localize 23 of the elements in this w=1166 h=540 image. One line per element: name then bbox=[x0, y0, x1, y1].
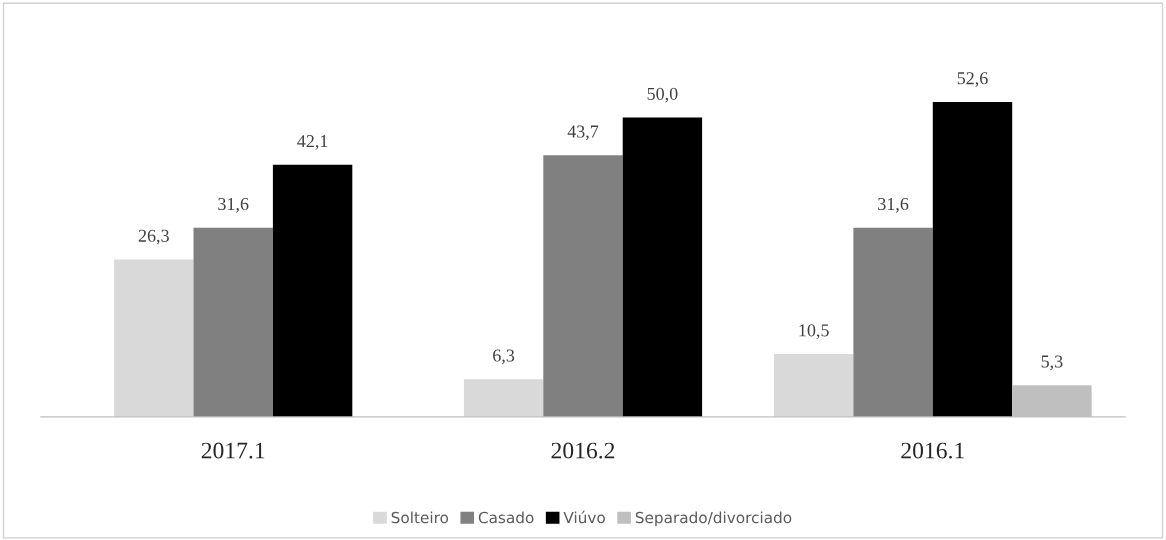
bar bbox=[853, 227, 933, 417]
legend-label: Solteiro bbox=[391, 511, 449, 524]
data-label: 31,6 bbox=[218, 197, 249, 213]
x-tick-label: 2016.2 bbox=[551, 442, 615, 459]
data-label: 52,6 bbox=[957, 72, 988, 87]
data-label: 10,5 bbox=[799, 324, 829, 340]
x-tick-label: 2016.1 bbox=[901, 442, 964, 459]
data-label: 6,3 bbox=[493, 349, 515, 365]
bar bbox=[193, 227, 273, 417]
x-tick-label: 2017.1 bbox=[201, 442, 265, 459]
data-label: 26,3 bbox=[138, 229, 169, 245]
bar bbox=[932, 101, 1013, 417]
bar bbox=[773, 354, 854, 417]
bar bbox=[114, 259, 194, 417]
legend-label: Viúvo bbox=[563, 510, 605, 524]
legend-label: Separado/divorciado bbox=[635, 511, 792, 527]
legend-label: Casado bbox=[478, 511, 534, 524]
data-label: 31,6 bbox=[878, 197, 909, 213]
bar bbox=[272, 164, 353, 417]
data-label: 5,3 bbox=[1041, 355, 1063, 371]
data-label: 42,1 bbox=[297, 135, 328, 150]
data-label: 50,0 bbox=[647, 87, 678, 103]
data-label: 43,7 bbox=[567, 125, 599, 141]
